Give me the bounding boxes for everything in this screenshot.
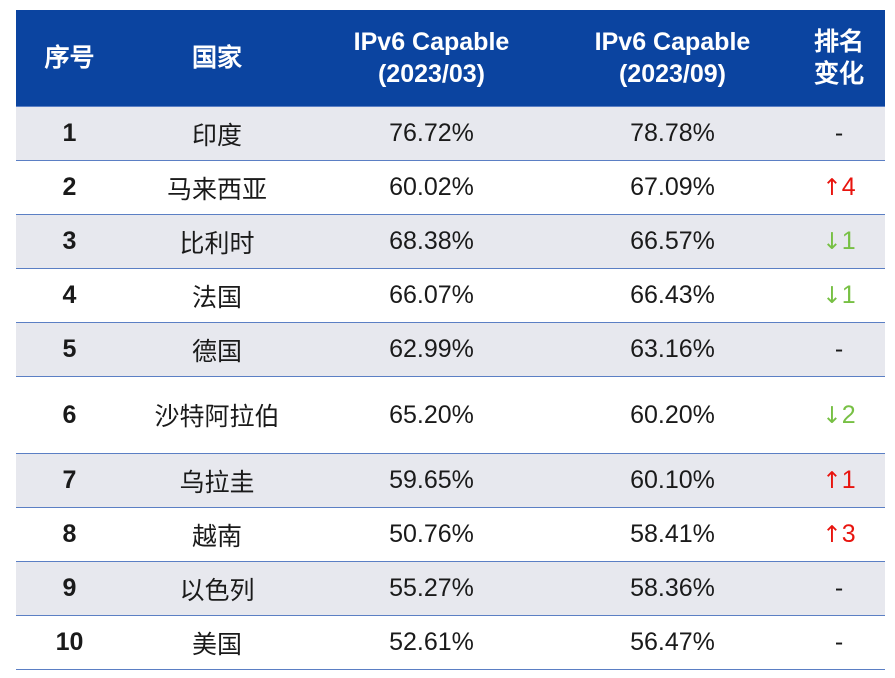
cell-ipv6-2023-03: 62.99% — [311, 322, 552, 377]
ipv6-ranking-table: 序号 国家 IPv6 Capable (2023/03) IPv6 Capabl… — [16, 10, 885, 670]
table-row: 3 比利时 68.38% 66.57% ↓1 — [16, 214, 885, 269]
header-row: 序号 国家 IPv6 Capable (2023/03) IPv6 Capabl… — [16, 10, 885, 107]
table-row: 5 德国 62.99% 63.16% - — [16, 322, 885, 377]
cell-country: 越南 — [123, 507, 311, 562]
header-ipv6-2023-03-line2: (2023/03) — [377, 60, 486, 88]
header-ipv6-2023-09-line2: (2023/09) — [618, 60, 727, 88]
cell-rank: 2 — [16, 160, 123, 215]
cell-country: 乌拉圭 — [123, 453, 311, 508]
cell-rank-change: - — [793, 561, 885, 616]
cell-ipv6-2023-03: 68.38% — [311, 214, 552, 269]
cell-ipv6-2023-03: 66.07% — [311, 268, 552, 323]
cell-rank: 4 — [16, 268, 123, 323]
cell-country: 比利时 — [123, 214, 311, 269]
change-arrow-icon: ↓ — [822, 402, 842, 429]
cell-ipv6-2023-09: 66.57% — [552, 214, 793, 269]
cell-ipv6-2023-03: 52.61% — [311, 615, 552, 670]
cell-rank-change: - — [793, 615, 885, 670]
cell-rank-change: - — [793, 106, 885, 161]
header-ipv6-2023-09: IPv6 Capable (2023/09) — [552, 10, 793, 107]
cell-country: 德国 — [123, 322, 311, 377]
table-row: 7 乌拉圭 59.65% 60.10% ↑1 — [16, 453, 885, 508]
cell-ipv6-2023-03: 60.02% — [311, 160, 552, 215]
cell-ipv6-2023-09: 67.09% — [552, 160, 793, 215]
cell-rank-change: ↓1 — [793, 214, 885, 269]
cell-rank-change: - — [793, 322, 885, 377]
header-rank-change: 排名 变化 — [793, 10, 885, 107]
header-country: 国家 — [123, 10, 311, 107]
change-value: - — [834, 574, 844, 602]
cell-rank-change: ↑4 — [793, 160, 885, 215]
table-row: 9 以色列 55.27% 58.36% - — [16, 561, 885, 616]
change-arrow-icon: ↓ — [822, 283, 842, 309]
table-row: 6 沙特阿拉伯 65.20% 60.20% ↓2 — [16, 376, 885, 454]
change-value: 1 — [841, 227, 856, 255]
cell-ipv6-2023-09: 58.36% — [552, 561, 793, 616]
cell-country: 以色列 — [123, 561, 311, 616]
table-row: 2 马来西亚 60.02% 67.09% ↑4 — [16, 160, 885, 215]
table-row: 1 印度 76.72% 78.78% - — [16, 106, 885, 161]
change-value: 3 — [841, 520, 856, 548]
cell-ipv6-2023-03: 59.65% — [311, 453, 552, 508]
cell-country: 马来西亚 — [123, 160, 311, 215]
change-value: - — [834, 119, 844, 147]
cell-ipv6-2023-09: 66.43% — [552, 268, 793, 323]
change-arrow-icon: ↑ — [822, 522, 842, 548]
cell-country: 美国 — [123, 615, 311, 670]
cell-rank: 10 — [16, 615, 123, 670]
cell-rank: 6 — [16, 376, 123, 454]
header-rank-change-line2: 变化 — [813, 60, 864, 88]
cell-ipv6-2023-03: 76.72% — [311, 106, 552, 161]
cell-ipv6-2023-03: 65.20% — [311, 376, 552, 454]
header-ipv6-2023-03: IPv6 Capable (2023/03) — [311, 10, 552, 107]
cell-rank-change: ↑1 — [793, 453, 885, 508]
change-arrow-icon: ↓ — [822, 229, 842, 255]
table-row: 4 法国 66.07% 66.43% ↓1 — [16, 268, 885, 323]
table-row: 10 美国 52.61% 56.47% - — [16, 615, 885, 670]
change-value: - — [834, 628, 844, 656]
cell-rank-change: ↑3 — [793, 507, 885, 562]
ipv6-ranking-table-container: 序号 国家 IPv6 Capable (2023/03) IPv6 Capabl… — [16, 10, 885, 670]
change-value: 1 — [841, 466, 856, 494]
header-ipv6-2023-03-line1: IPv6 Capable — [353, 28, 510, 56]
cell-ipv6-2023-09: 60.10% — [552, 453, 793, 508]
cell-rank-change: ↓2 — [793, 376, 885, 454]
cell-ipv6-2023-03: 55.27% — [311, 561, 552, 616]
cell-rank: 5 — [16, 322, 123, 377]
cell-rank-change: ↓1 — [793, 268, 885, 323]
change-value: 1 — [841, 281, 856, 309]
change-arrow-icon: ↑ — [822, 468, 842, 494]
change-arrow-icon: ↑ — [822, 175, 842, 201]
cell-rank: 9 — [16, 561, 123, 616]
cell-ipv6-2023-09: 63.16% — [552, 322, 793, 377]
cell-ipv6-2023-03: 50.76% — [311, 507, 552, 562]
cell-country: 沙特阿拉伯 — [123, 376, 311, 454]
header-ipv6-2023-09-line1: IPv6 Capable — [594, 28, 751, 56]
table-row: 8 越南 50.76% 58.41% ↑3 — [16, 507, 885, 562]
change-value: - — [834, 335, 844, 363]
cell-rank: 8 — [16, 507, 123, 562]
change-value: 4 — [841, 173, 856, 201]
header-index: 序号 — [16, 10, 123, 107]
header-rank-change-line1: 排名 — [813, 28, 864, 56]
cell-ipv6-2023-09: 58.41% — [552, 507, 793, 562]
cell-rank: 1 — [16, 106, 123, 161]
cell-country: 印度 — [123, 106, 311, 161]
cell-ipv6-2023-09: 56.47% — [552, 615, 793, 670]
cell-country: 法国 — [123, 268, 311, 323]
cell-rank: 3 — [16, 214, 123, 269]
cell-ipv6-2023-09: 78.78% — [552, 106, 793, 161]
table-body: 1 印度 76.72% 78.78% - 2 马来西亚 60.02% 67.09… — [16, 106, 885, 670]
change-value: 2 — [841, 400, 856, 429]
table-header: 序号 国家 IPv6 Capable (2023/03) IPv6 Capabl… — [16, 10, 885, 107]
cell-ipv6-2023-09: 60.20% — [552, 376, 793, 454]
cell-rank: 7 — [16, 453, 123, 508]
